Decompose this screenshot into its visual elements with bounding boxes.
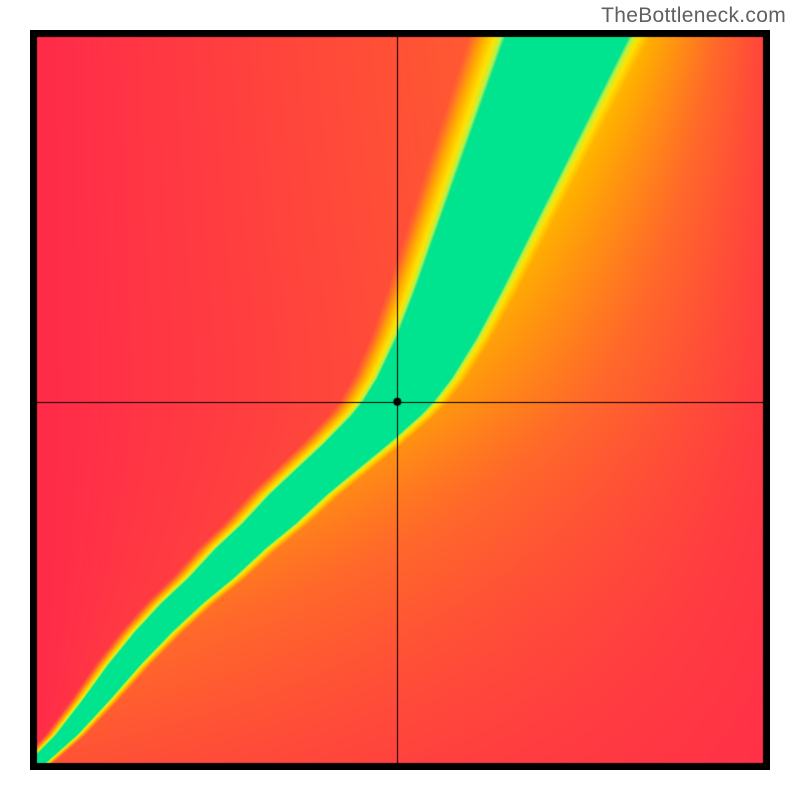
heatmap-canvas — [30, 30, 770, 770]
watermark-label: TheBottleneck.com — [601, 4, 786, 28]
chart-container: TheBottleneck.com — [0, 0, 800, 800]
heatmap-plot — [30, 30, 770, 770]
